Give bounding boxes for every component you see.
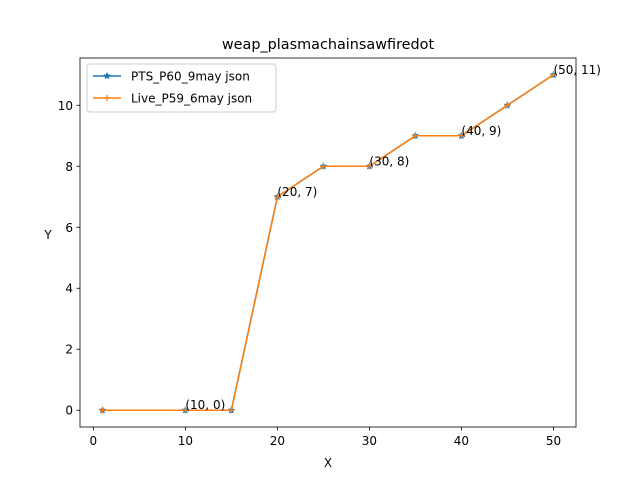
legend-label: Live_P59_6may json xyxy=(131,92,252,106)
data-point xyxy=(412,132,419,139)
x-tick-label: 30 xyxy=(362,434,377,448)
legend: PTS_P60_9may json Live_P59_6may json xyxy=(86,63,277,113)
y-tick-label: 6 xyxy=(65,221,73,235)
y-tick-label: 0 xyxy=(65,404,73,418)
x-tick-label: 0 xyxy=(90,434,98,448)
legend-box xyxy=(86,63,277,113)
x-axis-label: X xyxy=(324,456,332,470)
series-line xyxy=(102,74,554,411)
y-tick-label: 10 xyxy=(58,99,73,113)
legend-marker xyxy=(103,94,111,102)
point-annotation: (30, 8) xyxy=(369,154,409,168)
annotation-layer: (10, 0) (20, 7) (30, 8) (40, 9) (50, 11) xyxy=(185,63,601,412)
axes-frame xyxy=(79,57,577,428)
x-tick-label: 20 xyxy=(270,434,285,448)
legend-entry: PTS_P60_9may json xyxy=(93,70,250,84)
x-axis: 0 10 20 30 40 50 xyxy=(90,427,561,448)
legend-entry: Live_P59_6may json xyxy=(93,92,252,106)
series-2 xyxy=(99,71,557,414)
data-point xyxy=(504,102,511,109)
data-point xyxy=(228,407,235,414)
legend-marker xyxy=(102,71,112,80)
data-point xyxy=(99,407,106,414)
data-point xyxy=(182,407,189,414)
x-tick-label: 10 xyxy=(178,434,193,448)
x-tick-label: 50 xyxy=(546,434,561,448)
legend-label: PTS_P60_9may json xyxy=(131,70,250,84)
data-point xyxy=(320,163,327,170)
data-point xyxy=(458,132,465,139)
y-tick-label: 2 xyxy=(65,343,73,357)
point-annotation: (20, 7) xyxy=(277,185,317,199)
y-axis-label: Y xyxy=(43,228,52,242)
chart-title: weap_plasmachainsawfiredot xyxy=(222,37,435,53)
x-tick-label: 40 xyxy=(454,434,469,448)
point-annotation: (40, 9) xyxy=(461,124,501,138)
data-point xyxy=(550,71,557,78)
data-point xyxy=(366,163,373,170)
series-layer xyxy=(98,70,558,414)
y-tick-label: 4 xyxy=(65,282,73,296)
data-point xyxy=(274,193,281,200)
point-annotation: (50, 11) xyxy=(553,63,601,77)
y-tick-label: 8 xyxy=(65,160,73,174)
y-axis: 0 2 4 6 8 10 xyxy=(58,99,80,418)
point-annotation: (10, 0) xyxy=(185,398,225,412)
